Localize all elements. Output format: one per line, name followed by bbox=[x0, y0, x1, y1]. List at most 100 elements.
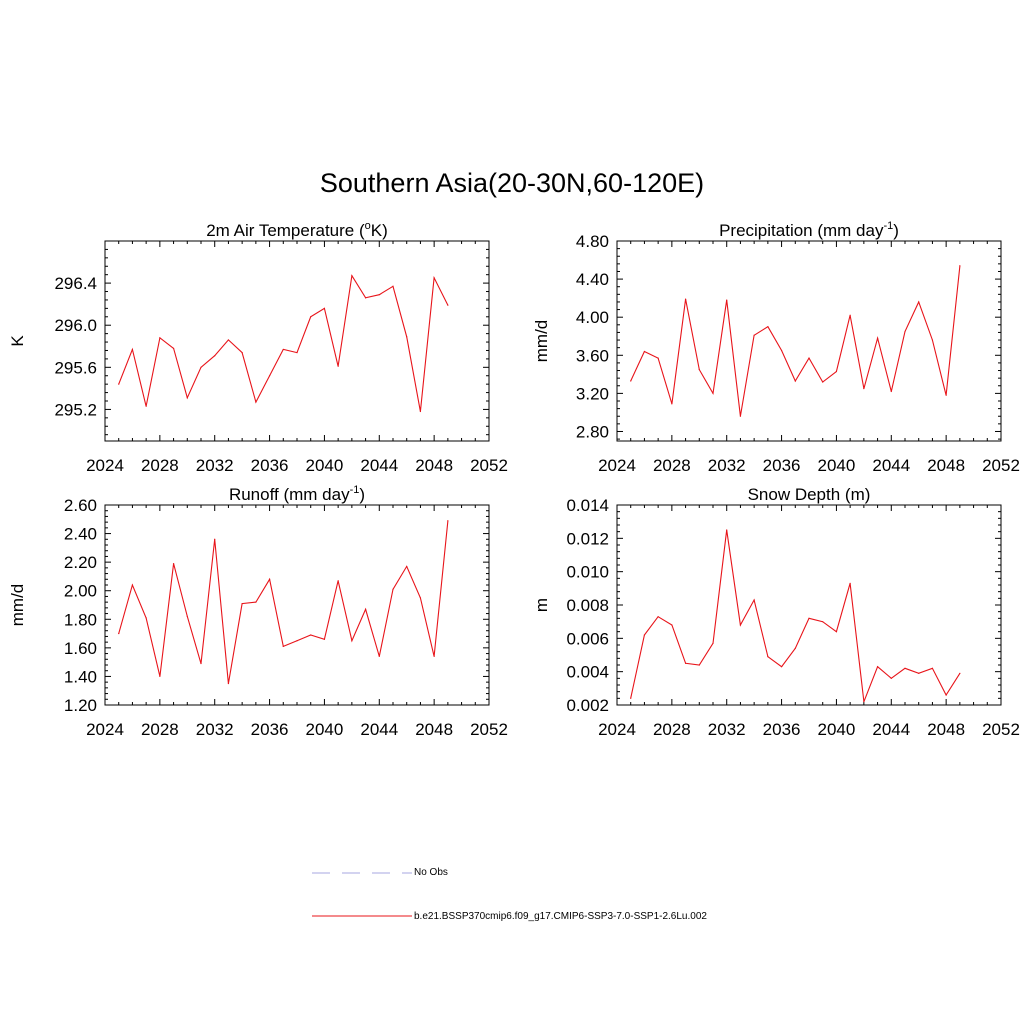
data-point bbox=[172, 347, 175, 349]
data-point bbox=[808, 617, 810, 619]
data-point bbox=[159, 337, 161, 339]
data-point bbox=[241, 602, 243, 605]
x-tick-label: 2032 bbox=[196, 720, 234, 739]
data-point bbox=[296, 351, 298, 354]
y-tick-label: 2.00 bbox=[64, 582, 97, 601]
y-tick-label: 0.014 bbox=[566, 496, 609, 515]
y-axis-label: m bbox=[532, 598, 551, 612]
data-point bbox=[753, 334, 755, 336]
data-point bbox=[296, 640, 298, 642]
data-point bbox=[310, 316, 312, 318]
data-point bbox=[364, 608, 367, 610]
x-tick-label: 2052 bbox=[982, 720, 1020, 739]
legend-model-label: b.e21.BSSP370cmip6.f09_g17.CMIP6-SSP3-7.… bbox=[414, 911, 707, 922]
data-point bbox=[447, 520, 449, 522]
data-point bbox=[794, 647, 796, 649]
data-point bbox=[876, 337, 879, 339]
y-tick-label: 295.2 bbox=[54, 400, 97, 419]
x-tick-label: 2036 bbox=[251, 720, 289, 739]
data-point bbox=[419, 597, 422, 599]
data-point bbox=[684, 298, 687, 300]
data-point bbox=[630, 697, 632, 699]
chart-panel-3: 2024 2028 2032 2036 2040 2044 2048 2052 1.20 1.40… bbox=[8, 484, 508, 739]
data-point bbox=[268, 375, 271, 377]
data-point bbox=[118, 383, 120, 385]
data-point bbox=[835, 370, 838, 373]
data-point bbox=[131, 584, 134, 586]
y-axis-label: mm/d bbox=[8, 584, 27, 627]
x-tick-label: 2044 bbox=[360, 456, 398, 475]
x-tick-label: 2024 bbox=[598, 720, 636, 739]
data-point bbox=[255, 401, 257, 403]
x-tick-label: 2052 bbox=[470, 720, 508, 739]
y-tick-label: 296.0 bbox=[54, 316, 97, 335]
data-point bbox=[172, 562, 175, 565]
data-point bbox=[904, 667, 906, 669]
y-tick-label: 3.20 bbox=[576, 384, 609, 403]
x-tick-label: 2048 bbox=[415, 720, 453, 739]
y-tick-label: 0.002 bbox=[566, 696, 609, 715]
x-tick-label: 2024 bbox=[86, 456, 124, 475]
y-tick-label: 1.60 bbox=[64, 639, 97, 658]
y-tick-label: 2.60 bbox=[64, 496, 97, 515]
data-point bbox=[698, 368, 700, 371]
data-point bbox=[808, 357, 810, 359]
x-tick-label: 2028 bbox=[141, 456, 179, 475]
plot-frame bbox=[616, 240, 1002, 442]
chart-panel-4: 2024 2028 2032 2036 2040 2044 2048 2052 0.002 0.0… bbox=[532, 485, 1020, 739]
y-tick-label: 1.80 bbox=[64, 610, 97, 629]
x-tick-label: 2032 bbox=[708, 456, 746, 475]
data-point bbox=[255, 601, 257, 603]
data-point bbox=[945, 694, 947, 696]
data-point bbox=[310, 634, 312, 636]
data-point bbox=[726, 299, 728, 301]
y-tick-label: 0.004 bbox=[566, 663, 609, 682]
data-point bbox=[364, 297, 367, 299]
data-point bbox=[698, 664, 700, 666]
data-point bbox=[200, 662, 202, 665]
y-tick-label: 0.008 bbox=[566, 596, 609, 615]
data-point bbox=[145, 405, 147, 407]
legend-solid-line bbox=[312, 915, 412, 917]
data-point bbox=[337, 365, 339, 367]
y-tick-label: 2.80 bbox=[576, 422, 609, 441]
data-point bbox=[337, 580, 339, 582]
x-tick-label: 2044 bbox=[360, 720, 398, 739]
data-point bbox=[849, 314, 851, 316]
data-point bbox=[447, 304, 449, 306]
data-point bbox=[657, 616, 659, 618]
y-tick-label: 0.012 bbox=[566, 529, 609, 548]
data-point bbox=[630, 380, 632, 382]
x-tick-label: 2028 bbox=[653, 456, 691, 475]
data-point bbox=[186, 615, 188, 618]
x-tick-label: 2052 bbox=[982, 456, 1020, 475]
data-point bbox=[118, 632, 120, 635]
x-tick-label: 2036 bbox=[251, 456, 289, 475]
data-point bbox=[433, 277, 435, 279]
y-tick-label: 295.6 bbox=[54, 358, 97, 377]
data-point bbox=[351, 640, 353, 642]
data-point bbox=[159, 675, 161, 678]
data-point bbox=[282, 348, 284, 351]
y-tick-label: 1.40 bbox=[64, 667, 97, 686]
data-point bbox=[406, 336, 408, 338]
data-point bbox=[671, 403, 673, 405]
data-point bbox=[643, 350, 646, 353]
x-tick-label: 2044 bbox=[872, 456, 910, 475]
y-tick-label: 2.40 bbox=[64, 525, 97, 544]
data-point bbox=[959, 265, 961, 267]
data-point bbox=[890, 390, 892, 393]
data-point bbox=[392, 285, 394, 287]
data-point bbox=[780, 349, 783, 352]
data-point bbox=[863, 388, 865, 390]
data-point bbox=[131, 348, 134, 351]
data-point bbox=[241, 351, 243, 354]
panel-title: Runoff (mm day-1) bbox=[229, 484, 365, 504]
x-tick-label: 2048 bbox=[927, 456, 965, 475]
series-line bbox=[118, 520, 449, 684]
x-tick-label: 2028 bbox=[141, 720, 179, 739]
data-point bbox=[712, 392, 714, 394]
x-tick-label: 2024 bbox=[598, 456, 636, 475]
data-point bbox=[643, 634, 646, 636]
data-point bbox=[959, 672, 961, 674]
